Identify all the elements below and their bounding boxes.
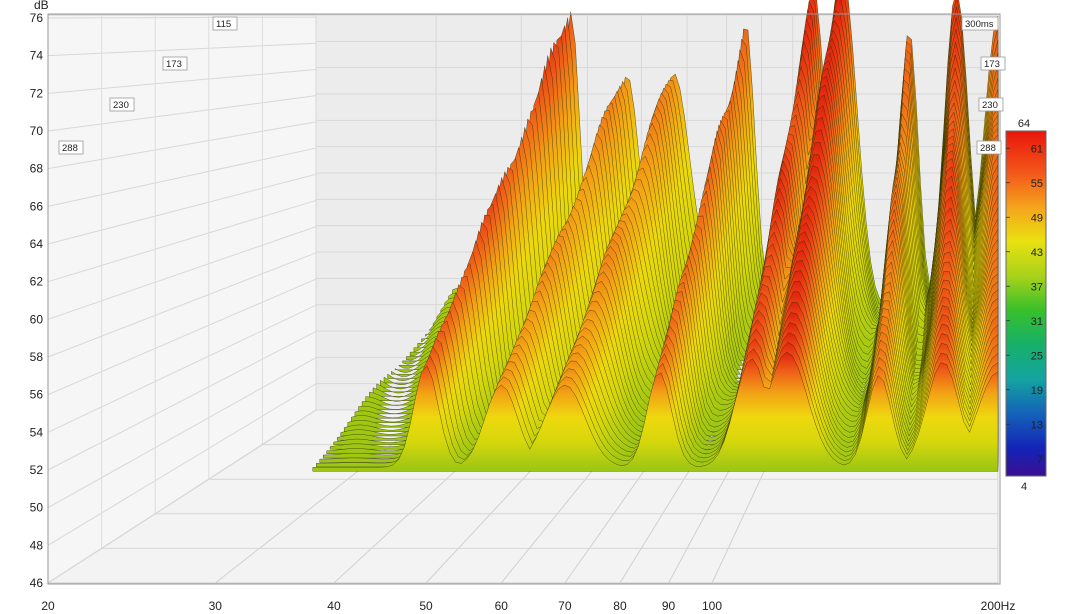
time-tag-right-text: 288 bbox=[980, 143, 996, 154]
time-tag-right-box bbox=[976, 140, 1002, 155]
side-grid-line bbox=[47, 95, 317, 132]
y-tick-label: 62 bbox=[30, 275, 44, 289]
x-tick-label: 90 bbox=[662, 599, 676, 613]
side-grid-line bbox=[47, 173, 317, 245]
time-tag-left: 115 bbox=[212, 16, 238, 31]
time-tag-left-text: 230 bbox=[113, 100, 129, 111]
colorbar-label: 49 bbox=[1031, 212, 1043, 224]
side-grid-line bbox=[47, 16, 317, 19]
time-tag-right-box bbox=[978, 97, 1004, 112]
x-tick-label: 20 bbox=[41, 599, 55, 613]
colorbar-label: 55 bbox=[1031, 178, 1043, 190]
colorbar-label: 7 bbox=[1037, 454, 1043, 466]
side-grid-line bbox=[47, 121, 317, 170]
time-tag-right: 230 bbox=[978, 97, 1004, 112]
time-tag-left: 288 bbox=[58, 140, 84, 155]
side-grid-line bbox=[47, 357, 317, 509]
side-grid-line bbox=[47, 199, 317, 283]
x-tick-label: 50 bbox=[419, 599, 433, 613]
colorbar-label: 19 bbox=[1031, 385, 1043, 397]
side-grid-line bbox=[47, 147, 317, 207]
y-tick-label: 48 bbox=[30, 538, 44, 552]
time-tag-left-box bbox=[162, 56, 188, 71]
side-grid-line bbox=[47, 226, 317, 320]
time-tag-left-box bbox=[58, 140, 84, 155]
waterfall-surface bbox=[312, 0, 999, 472]
side-grid-line bbox=[47, 304, 317, 433]
colorbar-scale bbox=[1005, 130, 1047, 477]
y-tick-label: 74 bbox=[30, 49, 44, 63]
side-grid-line bbox=[47, 330, 317, 471]
y-tick-label: 68 bbox=[30, 162, 44, 176]
side-grid-line bbox=[47, 278, 317, 396]
time-tag-left-text: 288 bbox=[62, 143, 78, 154]
colorbar-label: 37 bbox=[1031, 281, 1043, 293]
time-tag-right: 288 bbox=[976, 140, 1002, 155]
x-tick-label: 70 bbox=[558, 599, 572, 613]
time-tag-right: 173 bbox=[980, 56, 1006, 71]
x-axis: 20 30 40 50 60 70 80 90 100 200Hz bbox=[41, 599, 1015, 613]
time-tag-right-box bbox=[980, 56, 1006, 71]
x-tick-label: 100 bbox=[702, 599, 722, 613]
colorbar-label: 61 bbox=[1031, 143, 1043, 155]
y-tick-label: 58 bbox=[30, 350, 44, 364]
colorbar-max-label: 64 bbox=[1018, 118, 1030, 130]
y-tick-label: 60 bbox=[30, 312, 44, 326]
time-tag-right-text: 230 bbox=[982, 100, 998, 111]
side-grid-line bbox=[47, 409, 317, 584]
time-tag-left-text: 115 bbox=[216, 19, 231, 30]
x-tick-label: 40 bbox=[327, 599, 341, 613]
y-tick-label: 50 bbox=[30, 501, 44, 515]
y-tick-label: 52 bbox=[30, 463, 44, 477]
time-end-tag: 300ms bbox=[961, 16, 999, 31]
time-tag-left-box bbox=[212, 16, 238, 31]
side-grid-line bbox=[47, 42, 317, 57]
y-tick-label: 56 bbox=[30, 388, 44, 402]
time-tag-left-text: 173 bbox=[166, 59, 182, 70]
time-axis: 115 173 230 288 300ms 173 230 288 bbox=[58, 16, 1006, 155]
colorbar-label: 13 bbox=[1031, 419, 1043, 431]
y-tick-label: 72 bbox=[30, 86, 44, 100]
plot-frame bbox=[47, 13, 1001, 585]
y-tick-label: 46 bbox=[30, 576, 44, 590]
y-tick-label: 54 bbox=[30, 425, 44, 439]
y-tick-label: 76 bbox=[30, 11, 44, 25]
y-tick-label: 66 bbox=[30, 199, 44, 213]
time-end-tag-text: 300ms bbox=[965, 19, 994, 30]
surface-slice bbox=[312, 351, 999, 472]
x-tick-label: 30 bbox=[209, 599, 223, 613]
time-tag-right-text: 173 bbox=[984, 59, 1000, 70]
x-tick-label: 80 bbox=[613, 599, 627, 613]
colorbar-label: 31 bbox=[1031, 316, 1043, 328]
y-tick-label: 64 bbox=[30, 237, 44, 251]
side-grid-line bbox=[47, 252, 317, 358]
colorbar-label: 43 bbox=[1031, 247, 1043, 259]
plot-border bbox=[47, 13, 1001, 585]
x-tick-label: 60 bbox=[495, 599, 509, 613]
colorbar: 64 4 61 55 49 43 37 31 25 19 13 7 bbox=[1005, 118, 1047, 493]
side-grid-line bbox=[47, 383, 317, 546]
y-tick-label: 70 bbox=[30, 124, 44, 138]
colorbar-min-label: 4 bbox=[1021, 481, 1027, 493]
y-unit-label: dB bbox=[34, 0, 49, 12]
time-tag-left-box bbox=[109, 97, 135, 112]
side-grid-line bbox=[47, 68, 317, 94]
x-tick-label: 200Hz bbox=[981, 599, 1016, 613]
time-end-tag-box bbox=[961, 16, 999, 31]
time-tag-left: 173 bbox=[162, 56, 188, 71]
time-tag-left: 230 bbox=[109, 97, 135, 112]
colorbar-label: 25 bbox=[1031, 350, 1043, 362]
